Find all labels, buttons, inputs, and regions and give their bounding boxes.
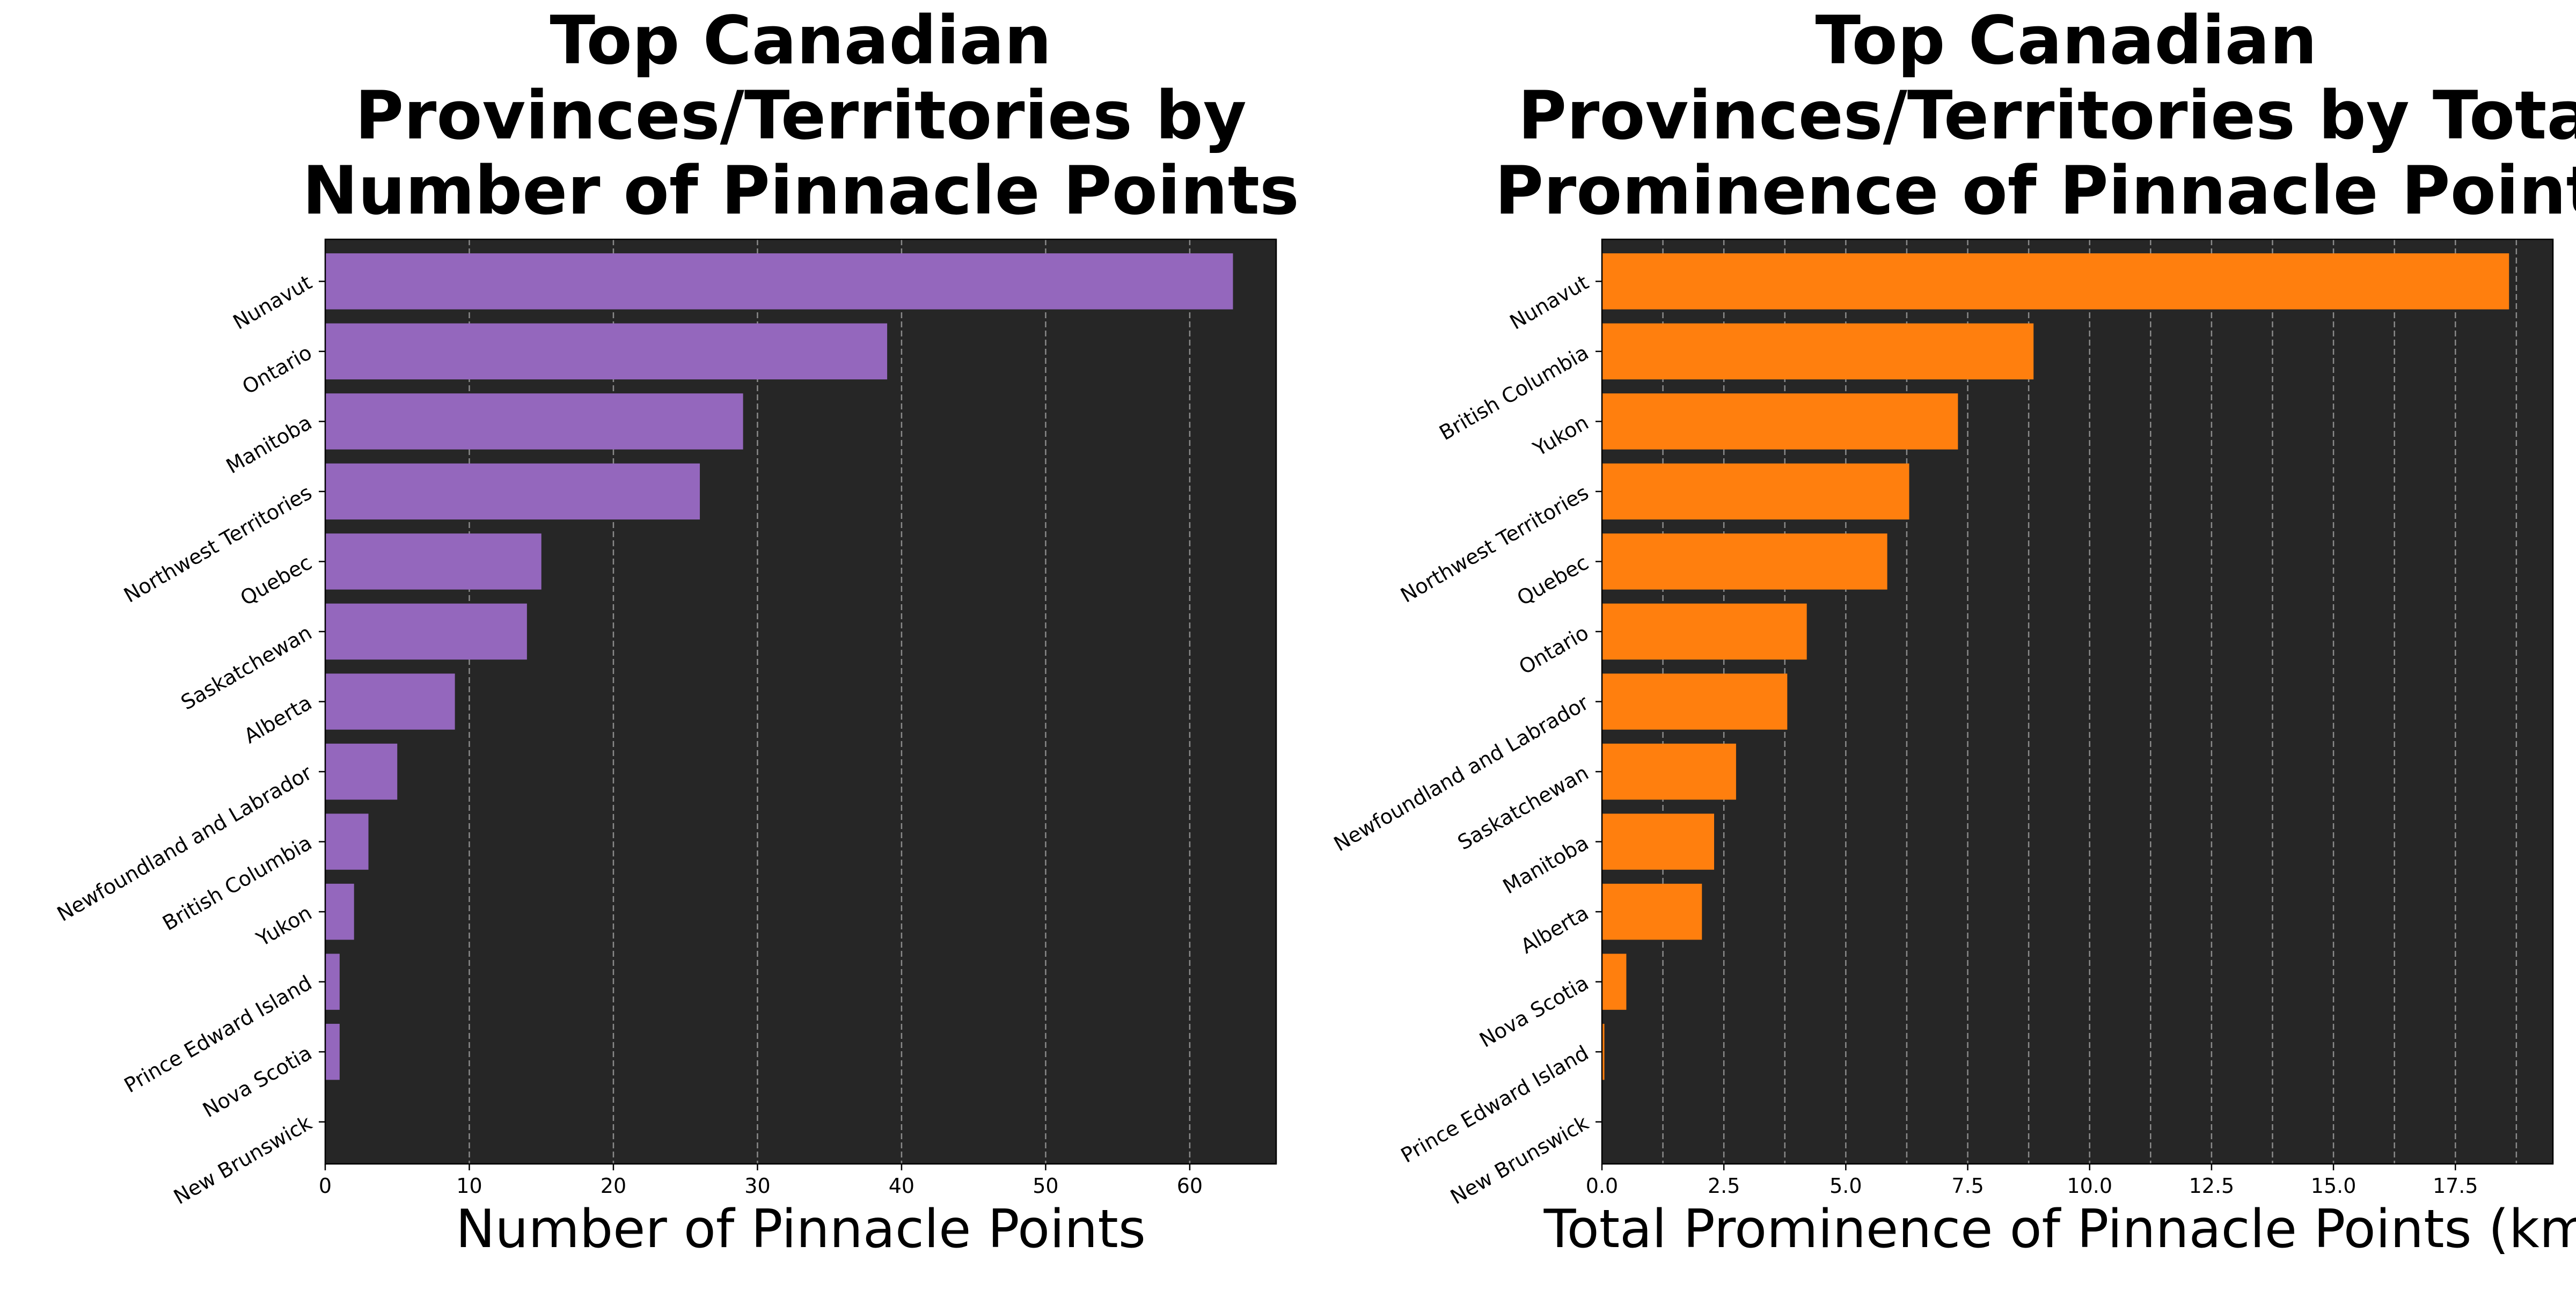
bar-alberta [325, 673, 455, 730]
bar-british-columbia [1602, 323, 2034, 380]
chart-title-line: Provinces/Territories by Total [1518, 77, 2576, 155]
bar-prince-edward-island [325, 954, 340, 1010]
x-tick-label: 30 [744, 1174, 770, 1198]
y-tick-label: Nunavut [229, 270, 316, 334]
chart-title-line: Provinces/Territories by [355, 77, 1246, 155]
x-tick-label: 2.5 [1708, 1174, 1740, 1198]
y-tick-label: Nova Scotia [199, 1041, 316, 1122]
bar-ontario [1602, 603, 1807, 660]
y-tick-label: Alberta [240, 691, 316, 748]
bar-yukon [325, 883, 354, 940]
bar-quebec [325, 533, 541, 590]
chart-title-line: Top Canadian [1815, 2, 2317, 79]
y-tick-label: Nunavut [1506, 270, 1593, 334]
bar-manitoba [1602, 813, 1715, 870]
x-tick-label: 15.0 [2311, 1174, 2357, 1198]
bar-saskatchewan [325, 603, 527, 660]
x-tick-label: 17.5 [2433, 1174, 2478, 1198]
x-tick-label: 12.5 [2189, 1174, 2235, 1198]
chart-title-line: Number of Pinnacle Points [302, 152, 1299, 230]
y-tick-label: Northwest Territories [1396, 481, 1592, 607]
x-tick-label: 0 [319, 1174, 332, 1198]
bar-nunavut [325, 253, 1233, 310]
y-tick-label: Alberta [1517, 901, 1592, 958]
y-tick-label: Northwest Territories [120, 481, 316, 607]
y-tick-label: Prince Edward Island [120, 971, 316, 1097]
bar-british-columbia [325, 813, 369, 870]
x-tick-label: 7.5 [1951, 1174, 1984, 1198]
bar-ontario [325, 323, 888, 380]
x-tick-label: 0.0 [1586, 1174, 1618, 1198]
bar-yukon [1602, 393, 1958, 450]
bar-newfoundland-and-labrador [1602, 673, 1788, 730]
bar-prince-edward-island [1602, 1023, 1605, 1080]
bar-nunavut [1602, 253, 2509, 310]
y-tick-label: Yukon [252, 901, 316, 951]
bar-nova-scotia [1602, 954, 1627, 1010]
x-tick-label: 20 [601, 1174, 626, 1198]
bar-nova-scotia [325, 1023, 340, 1080]
x-axis-label: Number of Pinnacle Points [456, 1199, 1146, 1260]
x-tick-label: 10.0 [2067, 1174, 2112, 1198]
y-tick-label: Yukon [1529, 411, 1593, 461]
bar-newfoundland-and-labrador [325, 743, 398, 800]
y-tick-label: Manitoba [1499, 831, 1593, 898]
bar-northwest-territories [1602, 463, 1909, 520]
chart-title-line: Top Canadian [550, 2, 1051, 79]
y-tick-label: Manitoba [222, 411, 316, 478]
y-tick-label: Nova Scotia [1475, 971, 1592, 1052]
y-tick-label: New Brunswick [170, 1111, 316, 1209]
bar-manitoba [325, 393, 743, 450]
x-axis-label: Total Prominence of Pinnacle Points (km) [1543, 1199, 2576, 1260]
bar-saskatchewan [1602, 743, 1736, 800]
y-tick-label: Ontario [238, 341, 316, 399]
y-tick-label: Quebec [236, 551, 316, 610]
bar-alberta [1602, 883, 1702, 940]
x-tick-label: 50 [1033, 1174, 1058, 1198]
x-tick-label: 40 [889, 1174, 914, 1198]
x-tick-label: 60 [1177, 1174, 1203, 1198]
x-tick-label: 10 [456, 1174, 482, 1198]
y-tick-label: Ontario [1515, 621, 1593, 679]
y-tick-label: Quebec [1513, 551, 1592, 610]
chart-title-line: Prominence of Pinnacle Points [1495, 152, 2576, 230]
bar-quebec [1602, 533, 1887, 590]
bar-northwest-territories [325, 463, 700, 520]
x-tick-label: 5.0 [1829, 1174, 1862, 1198]
y-tick-label: Prince Edward Island [1397, 1041, 1593, 1168]
